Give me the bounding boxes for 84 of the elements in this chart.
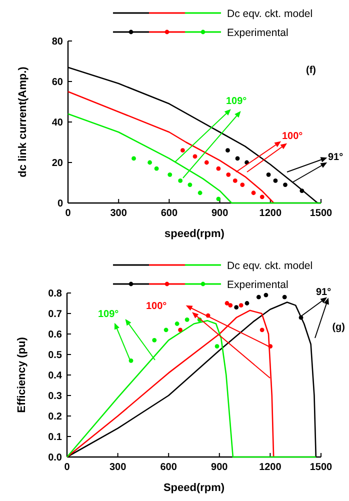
y-tick-label: 0.8: [48, 288, 62, 300]
x-tick-label: 1500: [310, 462, 333, 473]
point: [226, 172, 231, 177]
y-tick-label: 0.5: [48, 350, 62, 361]
point: [240, 182, 245, 187]
annotation: 100°: [282, 131, 303, 142]
point: [164, 328, 168, 332]
legend-label: Dc eqv. ckt. model: [227, 8, 313, 20]
point: [300, 188, 304, 194]
point: [260, 194, 264, 200]
point: [128, 358, 134, 363]
y-tick-label: 20: [52, 158, 64, 169]
point: [214, 344, 220, 348]
point: [192, 154, 198, 159]
y-tick-label: 60: [52, 77, 64, 88]
legend-label: Experimental: [227, 27, 288, 39]
point: [184, 317, 190, 322]
y-tick-label: 0.3: [48, 391, 62, 402]
y-tick-label: 0.7: [48, 309, 62, 320]
text: (g): [332, 322, 345, 333]
point: [168, 172, 172, 177]
x-tick-label: 300: [109, 462, 127, 473]
x-axis-title: speed(rpm): [164, 228, 225, 240]
text: 91°: [328, 152, 344, 163]
point: [238, 303, 244, 308]
point: [232, 178, 238, 183]
x-tick-label: 600: [160, 462, 178, 473]
annotation: 109°: [98, 309, 119, 320]
point: [273, 178, 278, 183]
x-tick-label: 1500: [310, 208, 333, 219]
y-tick-label: 40: [52, 118, 64, 128]
line-series: [67, 90, 274, 204]
x-tick-label: 0: [65, 208, 72, 219]
point: [224, 301, 230, 306]
point: [268, 344, 273, 348]
point: [152, 338, 157, 342]
x-tick-label: 0: [64, 462, 70, 473]
point: [148, 160, 152, 165]
annotation: 100°: [146, 301, 167, 312]
y-tick-label: 0.6: [48, 330, 62, 340]
point: [228, 303, 233, 308]
point: [178, 328, 182, 332]
point: [180, 148, 185, 153]
point: [132, 156, 136, 161]
y-tick-label: 0: [57, 198, 64, 210]
legend-label: Experimental: [227, 279, 288, 291]
y-axis-title: Efficiency (pu): [16, 336, 28, 413]
y-tick-label: 0.4: [48, 370, 62, 382]
point: [256, 294, 261, 300]
x-tick-label: 1200: [259, 208, 282, 219]
point: [260, 328, 264, 332]
point: [178, 178, 183, 183]
line-series: [66, 310, 274, 458]
y-tick-label: 0.0: [48, 452, 62, 464]
point: [235, 156, 240, 161]
y-axis-title: dc link current(Amp.): [17, 66, 29, 178]
y-tick-label: 80: [52, 36, 64, 48]
point: [244, 301, 250, 306]
x-tick-label: 1200: [259, 462, 282, 473]
point: [154, 166, 159, 171]
point: [174, 322, 180, 326]
annotation: 91°: [316, 287, 332, 298]
point: [264, 292, 268, 298]
point: [282, 294, 287, 300]
point: [198, 190, 202, 196]
point: [188, 182, 192, 187]
annotation: (f): [306, 65, 316, 76]
x-tick-label: 900: [211, 208, 229, 219]
y-tick-label: 0.1: [48, 432, 62, 443]
y-tick-label: 0.2: [48, 412, 62, 422]
point: [266, 172, 271, 177]
annotation: 109°: [226, 96, 247, 107]
point: [226, 148, 230, 153]
point: [204, 160, 209, 165]
point: [234, 305, 239, 310]
x-tick-label: 900: [211, 462, 228, 473]
point: [216, 196, 221, 202]
x-axis-title: Speed(rpm): [163, 482, 225, 494]
point: [251, 190, 256, 196]
legend-label: Dc eqv. ckt. model: [227, 260, 313, 272]
point: [283, 182, 288, 187]
point: [216, 166, 221, 171]
x-tick-label: 600: [160, 208, 178, 219]
x-tick-label: 300: [110, 208, 128, 219]
